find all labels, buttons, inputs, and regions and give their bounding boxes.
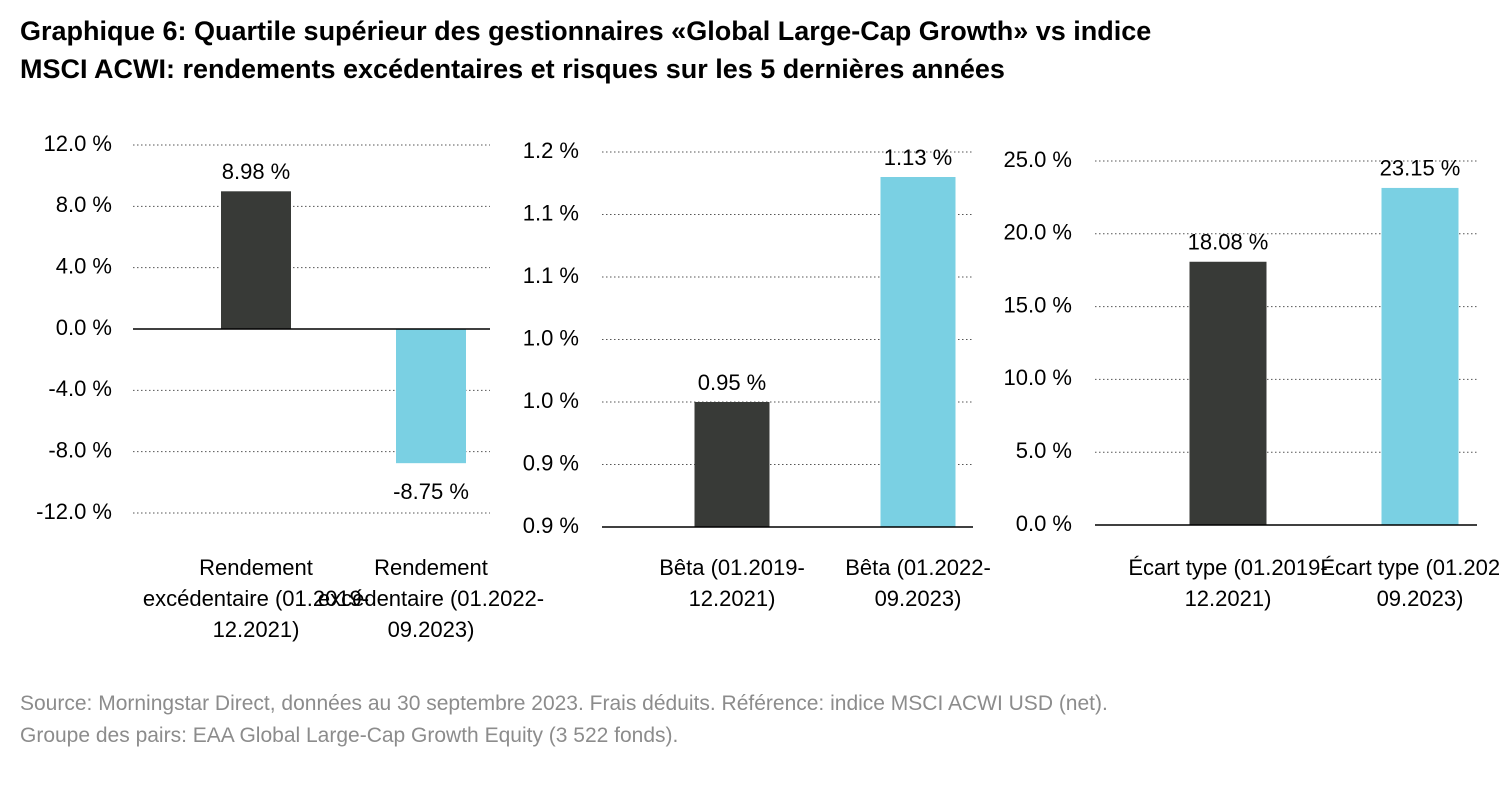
x-tick-label: Rendement excédentaire (01.2019-12.2021) [142,555,370,642]
y-tick-label: 1.1 % [523,200,579,225]
x-tick-label: Rendement excédentaire (01.2022-09.2023) [317,555,545,642]
y-tick-label: 8.0 % [56,192,112,217]
y-tick-label: 0.0 % [1016,511,1072,536]
x-tick-label: Écart type (01.2022-09.2023) [1320,555,1500,611]
y-tick-label: 5.0 % [1016,438,1072,463]
y-tick-label: 10.0 % [1004,365,1073,390]
y-tick-label: 1.0 % [523,388,579,413]
bar [1381,187,1459,525]
data-label: 8.98 % [222,159,291,184]
y-tick-label: -8.0 % [48,437,112,462]
bar [694,402,770,527]
data-label: 1.13 % [884,145,953,170]
data-label: 23.15 % [1380,156,1461,181]
y-tick-label: 0.9 % [523,450,579,475]
chart-title: Graphique 6: Quartile supérieur des gest… [20,12,1151,88]
bar [880,177,956,527]
data-label: -8.75 % [393,479,469,504]
data-label: 18.08 % [1188,230,1269,255]
y-tick-label: 25.0 % [1004,147,1073,172]
x-tick-label: Écart type (01.2019-12.2021) [1128,555,1328,611]
y-tick-label: 0.9 % [523,513,579,538]
footnote: Source: Morningstar Direct, données au 3… [20,688,1108,752]
y-tick-label: 0.0 % [56,315,112,340]
bar [221,191,291,329]
x-tick-label: Bêta (01.2019-12.2021) [659,555,805,611]
footnote-line: Source: Morningstar Direct, données au 3… [20,692,1108,715]
bar [396,329,466,464]
y-tick-label: 12.0 % [44,131,113,156]
footnote-line: Groupe des pairs: EAA Global Large-Cap G… [20,724,679,747]
y-tick-label: 20.0 % [1004,220,1073,245]
y-tick-label: 4.0 % [56,253,112,278]
data-label: 0.95 % [698,370,767,395]
bar [1189,261,1267,525]
title-line: MSCI ACWI: rendements excédentaires et r… [20,54,1005,84]
y-tick-label: 15.0 % [1004,292,1073,317]
y-tick-label: 1.0 % [523,325,579,350]
y-tick-label: 1.1 % [523,263,579,288]
y-tick-label: -4.0 % [48,376,112,401]
y-tick-label: -12.0 % [36,499,112,524]
title-line: Graphique 6: Quartile supérieur des gest… [20,16,1152,46]
x-tick-label: Bêta (01.2022-09.2023) [845,555,991,611]
y-tick-label: 1.2 % [523,138,579,163]
